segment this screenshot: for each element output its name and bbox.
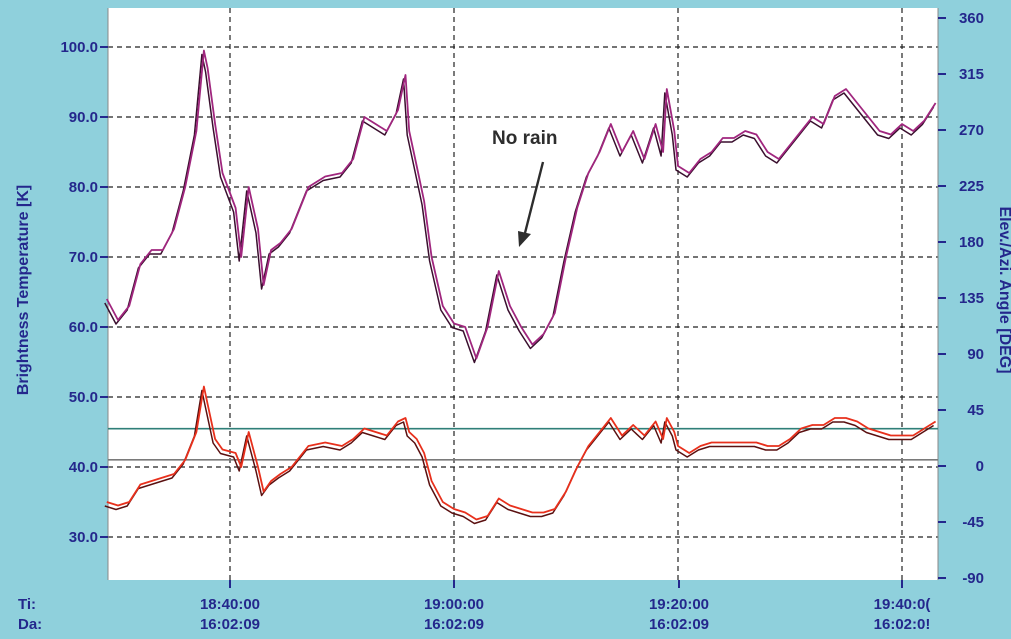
x-tick-date-label: 16:02:0! <box>874 616 931 633</box>
annotation-arrow <box>518 161 545 247</box>
y2-tick-label: 225 <box>959 178 984 195</box>
x-tick-time-label: 19:00:00 <box>424 596 484 613</box>
x-tick-date-label: 16:02:09 <box>200 616 260 633</box>
x-row-label-time: Ti: <box>18 596 36 613</box>
x-row-label-date: Da: <box>18 616 42 633</box>
y-axis-label: Brightness Temperature [K] <box>15 185 32 395</box>
x-tick-date-label: 16:02:09 <box>649 616 709 633</box>
plot-area <box>108 8 938 580</box>
x-tick-time-label: 18:40:00 <box>200 596 260 613</box>
y-tick-label: 70.0 <box>69 249 98 266</box>
y-tick-label: 90.0 <box>69 109 98 126</box>
y2-tick-label: 315 <box>959 66 984 83</box>
x-tick-date-label: 16:02:09 <box>424 616 484 633</box>
y-tick-label: 40.0 <box>69 459 98 476</box>
x-tick-time-label: 19:40:0( <box>874 596 931 613</box>
x-tick-time-label: 19:20:00 <box>649 596 709 613</box>
y2-tick-label: 45 <box>967 402 984 419</box>
y-tick-label: 30.0 <box>69 529 98 546</box>
y-tick-label: 50.0 <box>69 389 98 406</box>
upper-series-line-shadow <box>104 53 935 364</box>
y2-tick-label: 90 <box>967 346 984 363</box>
annotation-no-rain: No rain <box>492 128 557 149</box>
lower-series-line-shadow <box>104 389 934 525</box>
y2-tick-label: -90 <box>962 570 984 587</box>
y2-tick-label: -45 <box>962 514 984 531</box>
y-tick-label: 80.0 <box>69 179 98 196</box>
y2-tick-label: 135 <box>959 290 984 307</box>
lower-series-line <box>106 385 937 521</box>
y-tick-label: 100.0 <box>60 39 98 56</box>
upper-series-line <box>106 49 937 360</box>
y2-tick-label: 0 <box>976 458 984 475</box>
y2-axis-label: Elev./Azi. Angle [DEG] <box>996 206 1011 373</box>
y2-tick-label: 180 <box>959 234 984 251</box>
y-tick-label: 60.0 <box>69 319 98 336</box>
y2-tick-label: 360 <box>959 10 984 27</box>
y2-tick-label: 270 <box>959 122 984 139</box>
